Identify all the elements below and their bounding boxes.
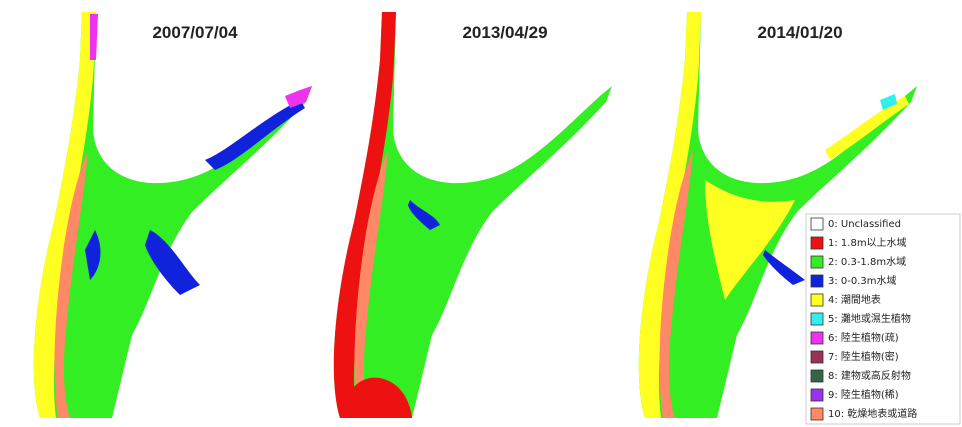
legend-label: 5: 灘地或濕生植物 [828,312,911,325]
map-figure: 2007/07/04 2013/04/29 2014/01/20 0: Uncl… [0,0,962,427]
legend-swatch [811,218,823,230]
legend-swatch [811,389,823,401]
legend-swatch [811,351,823,363]
legend-swatch [811,256,823,268]
legend-swatch [811,275,823,287]
water-patch [205,100,305,170]
panel-date: 2013/04/29 [462,23,547,42]
legend-label: 8: 建物或高反射物 [828,369,911,382]
legend-label: 6: 陸生植物(疏) [828,331,899,344]
legend-label: 0: Unclassified [828,219,901,230]
legend-swatch [811,313,823,325]
tidal-patch [825,96,909,160]
legend-label: 1: 1.8m以上水域 [828,236,907,249]
legend-label: 2: 0.3-1.8m水域 [828,255,906,268]
legend-swatch [811,408,823,420]
legend: 0: Unclassified 1: 1.8m以上水域 2: 0.3-1.8m水域 3… [806,214,960,424]
water-patch [763,250,805,285]
legend-label: 4: 潮間地表 [828,293,881,306]
legend-label: 3: 0-0.3m水域 [828,274,897,287]
map-panel: 2013/04/29 [334,12,612,418]
legend-swatch [811,332,823,344]
legend-swatch [811,294,823,306]
veg-patch [285,86,312,108]
map-panel: 2007/07/04 [34,12,312,418]
legend-swatch [811,237,823,249]
legend-label: 9: 陸生植物(稀) [828,388,899,401]
legend-label: 10: 乾燥地表或道路 [828,407,917,420]
panel-date: 2007/07/04 [152,23,238,42]
legend-swatch [811,370,823,382]
veg-patch [90,14,98,60]
legend-label: 7: 陸生植物(密) [828,350,899,363]
panel-date: 2014/01/20 [757,23,842,42]
